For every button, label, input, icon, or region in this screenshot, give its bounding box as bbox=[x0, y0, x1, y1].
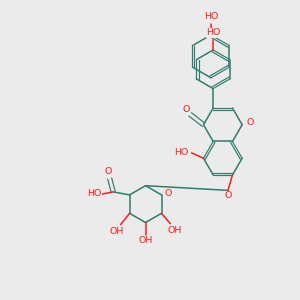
Text: OH: OH bbox=[168, 226, 182, 235]
Text: O: O bbox=[224, 191, 232, 200]
Text: OH: OH bbox=[110, 226, 124, 236]
Text: O: O bbox=[164, 189, 172, 198]
Text: HO: HO bbox=[175, 148, 189, 157]
Text: O: O bbox=[183, 105, 190, 114]
Text: O: O bbox=[104, 167, 112, 176]
Text: HO: HO bbox=[207, 28, 221, 37]
Text: HO: HO bbox=[87, 189, 101, 198]
Text: O: O bbox=[247, 118, 254, 127]
Text: HO: HO bbox=[204, 12, 219, 21]
Text: OH: OH bbox=[138, 236, 153, 245]
